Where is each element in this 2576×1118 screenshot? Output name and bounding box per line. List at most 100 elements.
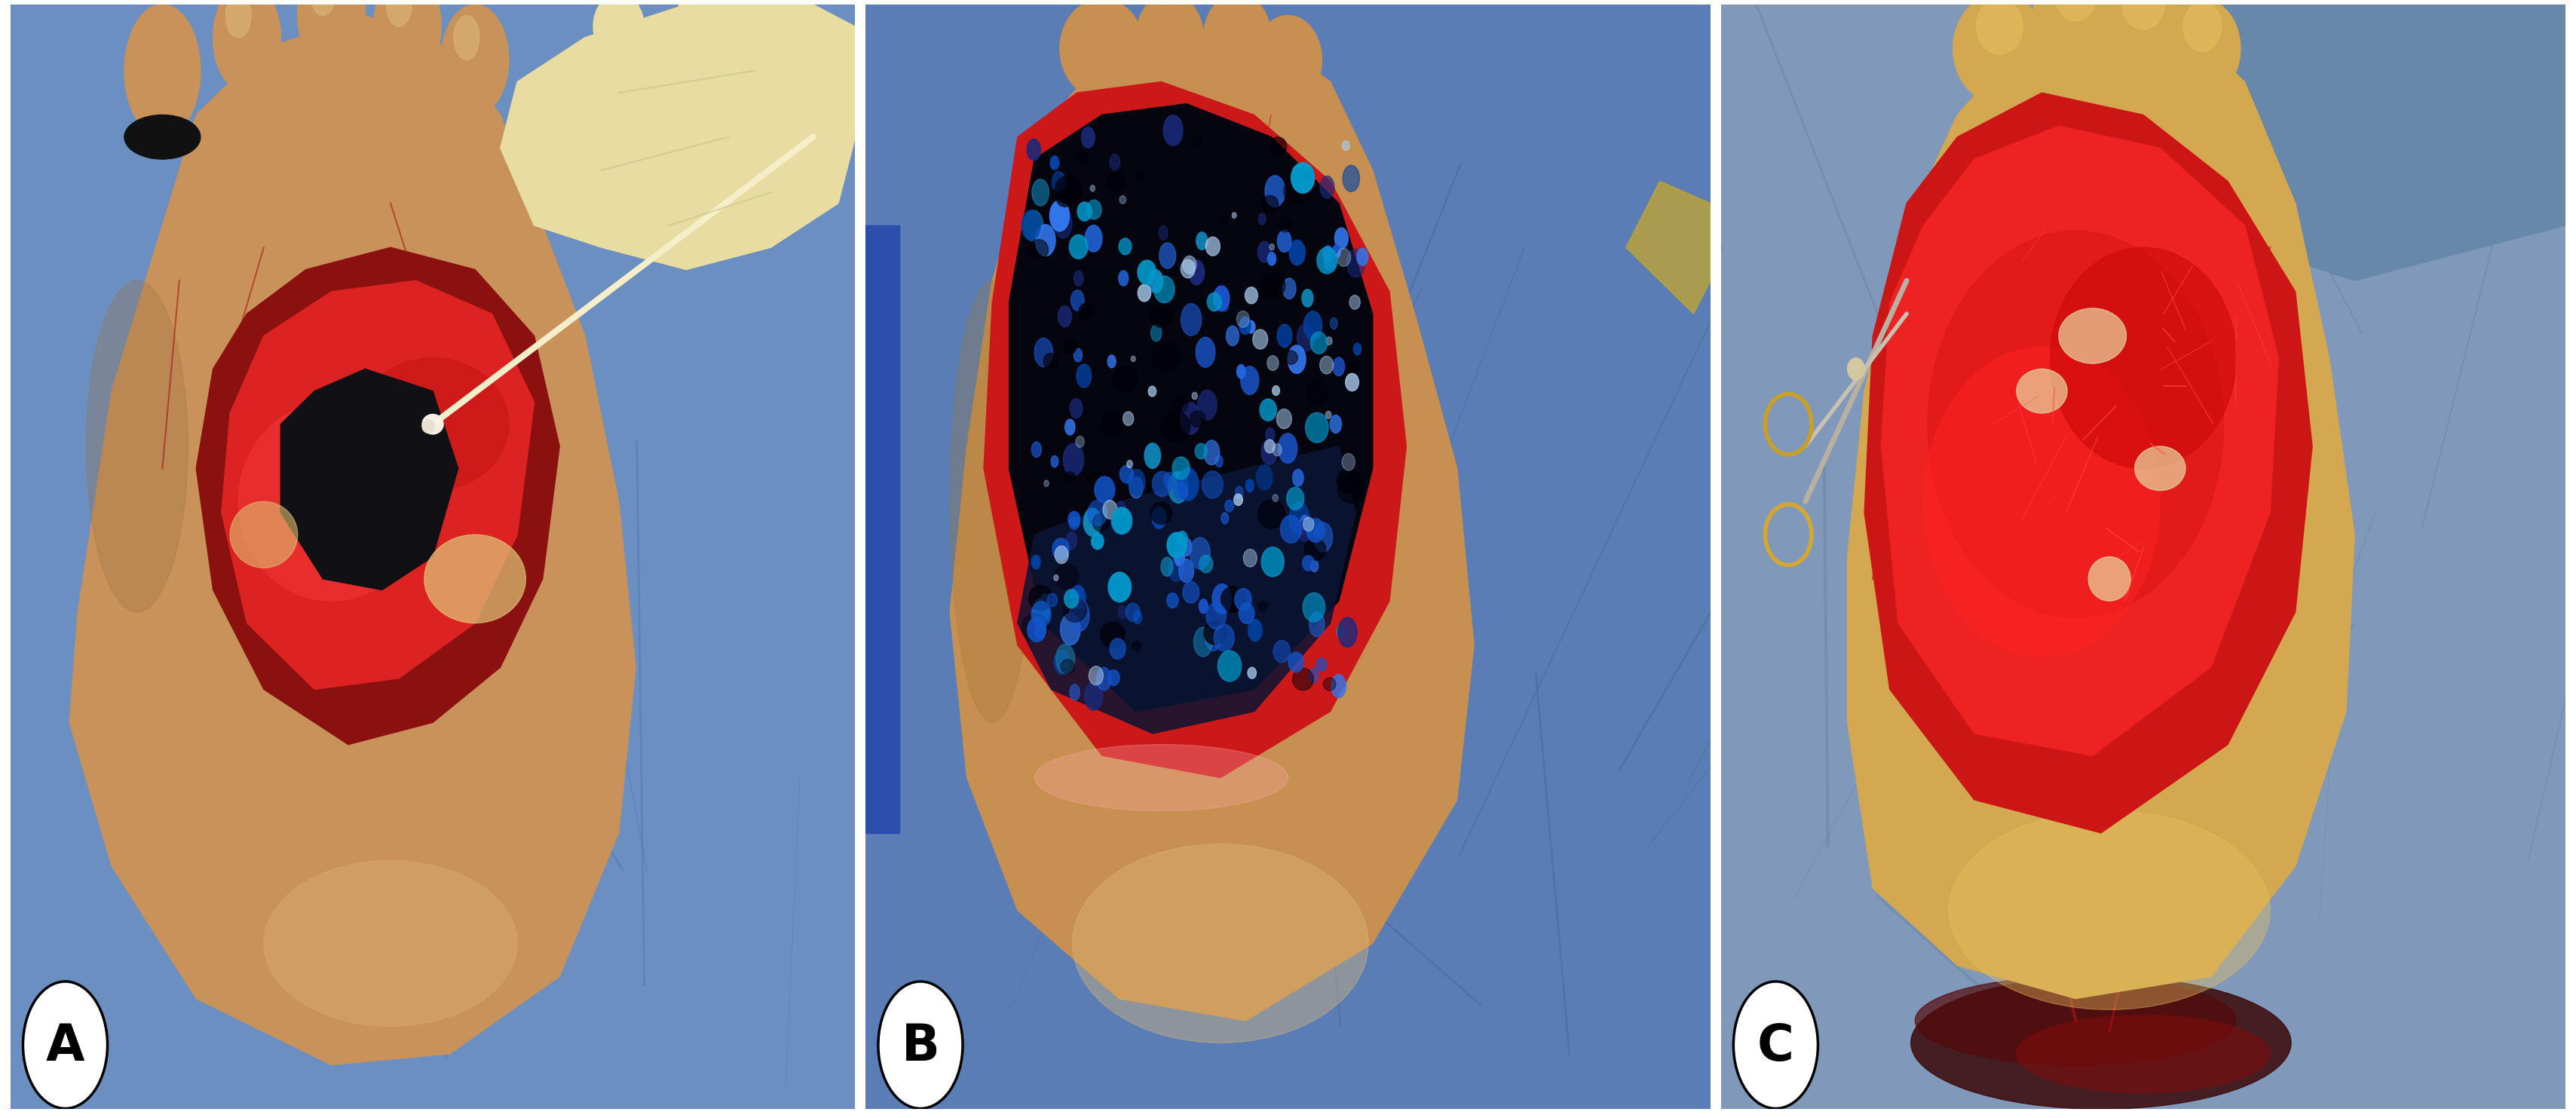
Ellipse shape: [1084, 682, 1103, 710]
Ellipse shape: [1054, 651, 1069, 674]
Ellipse shape: [1180, 259, 1195, 278]
Ellipse shape: [1182, 256, 1195, 274]
Ellipse shape: [1136, 0, 1203, 82]
Polygon shape: [1880, 126, 2277, 756]
Ellipse shape: [1288, 345, 1306, 373]
Ellipse shape: [1059, 306, 1072, 328]
Ellipse shape: [1103, 501, 1118, 519]
Ellipse shape: [1283, 178, 1309, 203]
Ellipse shape: [1252, 330, 1267, 349]
Ellipse shape: [1350, 295, 1360, 310]
Ellipse shape: [1069, 586, 1084, 609]
Ellipse shape: [1206, 237, 1221, 256]
Ellipse shape: [1316, 657, 1327, 672]
Ellipse shape: [1298, 520, 1311, 541]
Polygon shape: [196, 247, 559, 745]
Ellipse shape: [1195, 444, 1208, 459]
Ellipse shape: [1069, 235, 1087, 259]
Ellipse shape: [1079, 303, 1095, 320]
Ellipse shape: [1200, 556, 1213, 572]
Polygon shape: [1625, 181, 1710, 314]
Ellipse shape: [1154, 276, 1175, 303]
Ellipse shape: [1203, 440, 1218, 465]
Ellipse shape: [1257, 465, 1273, 490]
Ellipse shape: [1337, 468, 1360, 493]
Ellipse shape: [1337, 248, 1350, 266]
Ellipse shape: [2017, 369, 2066, 414]
Ellipse shape: [1306, 519, 1324, 542]
Ellipse shape: [1180, 559, 1193, 582]
Ellipse shape: [1151, 342, 1180, 371]
Ellipse shape: [1061, 614, 1079, 645]
Ellipse shape: [1273, 444, 1283, 456]
Ellipse shape: [1023, 210, 1041, 240]
Ellipse shape: [1267, 356, 1278, 370]
Polygon shape: [70, 16, 636, 1064]
Ellipse shape: [1064, 340, 1077, 354]
Ellipse shape: [1136, 171, 1146, 180]
Ellipse shape: [1033, 599, 1048, 625]
Ellipse shape: [1206, 603, 1226, 629]
Ellipse shape: [1218, 651, 1242, 682]
Ellipse shape: [1131, 642, 1141, 651]
Polygon shape: [984, 82, 1406, 778]
Ellipse shape: [1301, 290, 1314, 307]
Ellipse shape: [1319, 176, 1334, 198]
Ellipse shape: [1151, 506, 1167, 529]
Ellipse shape: [240, 402, 425, 601]
Ellipse shape: [1092, 533, 1103, 549]
Ellipse shape: [1092, 513, 1110, 531]
Ellipse shape: [1316, 247, 1337, 274]
Ellipse shape: [1139, 260, 1157, 284]
Ellipse shape: [1170, 472, 1188, 503]
Ellipse shape: [1278, 409, 1291, 428]
Ellipse shape: [1203, 622, 1226, 645]
Ellipse shape: [1151, 472, 1172, 496]
Ellipse shape: [1064, 444, 1084, 476]
Ellipse shape: [1267, 253, 1275, 265]
Ellipse shape: [1265, 439, 1275, 453]
Ellipse shape: [1175, 550, 1185, 566]
Ellipse shape: [1262, 439, 1278, 465]
Ellipse shape: [1095, 476, 1115, 503]
Ellipse shape: [1257, 214, 1265, 225]
Ellipse shape: [1270, 244, 1275, 250]
Ellipse shape: [1056, 189, 1074, 207]
Ellipse shape: [1342, 454, 1355, 471]
Ellipse shape: [1056, 96, 1149, 134]
Ellipse shape: [1128, 477, 1144, 499]
Ellipse shape: [1151, 502, 1172, 524]
Ellipse shape: [592, 0, 644, 59]
Ellipse shape: [1234, 494, 1242, 505]
Ellipse shape: [1054, 563, 1079, 589]
Ellipse shape: [1285, 351, 1298, 364]
Ellipse shape: [1953, 0, 2045, 104]
Ellipse shape: [1064, 589, 1079, 608]
Ellipse shape: [1950, 811, 2269, 1010]
Ellipse shape: [1303, 179, 1316, 192]
Ellipse shape: [1054, 176, 1082, 205]
Ellipse shape: [2032, 0, 2117, 70]
Ellipse shape: [1064, 419, 1074, 435]
Ellipse shape: [23, 982, 108, 1109]
Ellipse shape: [1324, 678, 1337, 691]
Ellipse shape: [1121, 196, 1126, 203]
Ellipse shape: [1177, 531, 1188, 546]
Ellipse shape: [1110, 154, 1121, 170]
Ellipse shape: [422, 415, 443, 434]
Ellipse shape: [1190, 411, 1206, 427]
Ellipse shape: [744, 0, 796, 59]
Ellipse shape: [1110, 638, 1126, 660]
Ellipse shape: [1030, 556, 1041, 569]
Ellipse shape: [1914, 976, 2236, 1064]
Ellipse shape: [1203, 0, 1270, 82]
Ellipse shape: [263, 861, 518, 1026]
Ellipse shape: [1203, 471, 1224, 499]
Ellipse shape: [1113, 508, 1131, 534]
Ellipse shape: [1090, 186, 1095, 191]
Ellipse shape: [1118, 571, 1131, 585]
Ellipse shape: [1311, 332, 1327, 354]
Ellipse shape: [1077, 364, 1092, 388]
Ellipse shape: [1077, 202, 1092, 221]
Ellipse shape: [1128, 470, 1146, 495]
